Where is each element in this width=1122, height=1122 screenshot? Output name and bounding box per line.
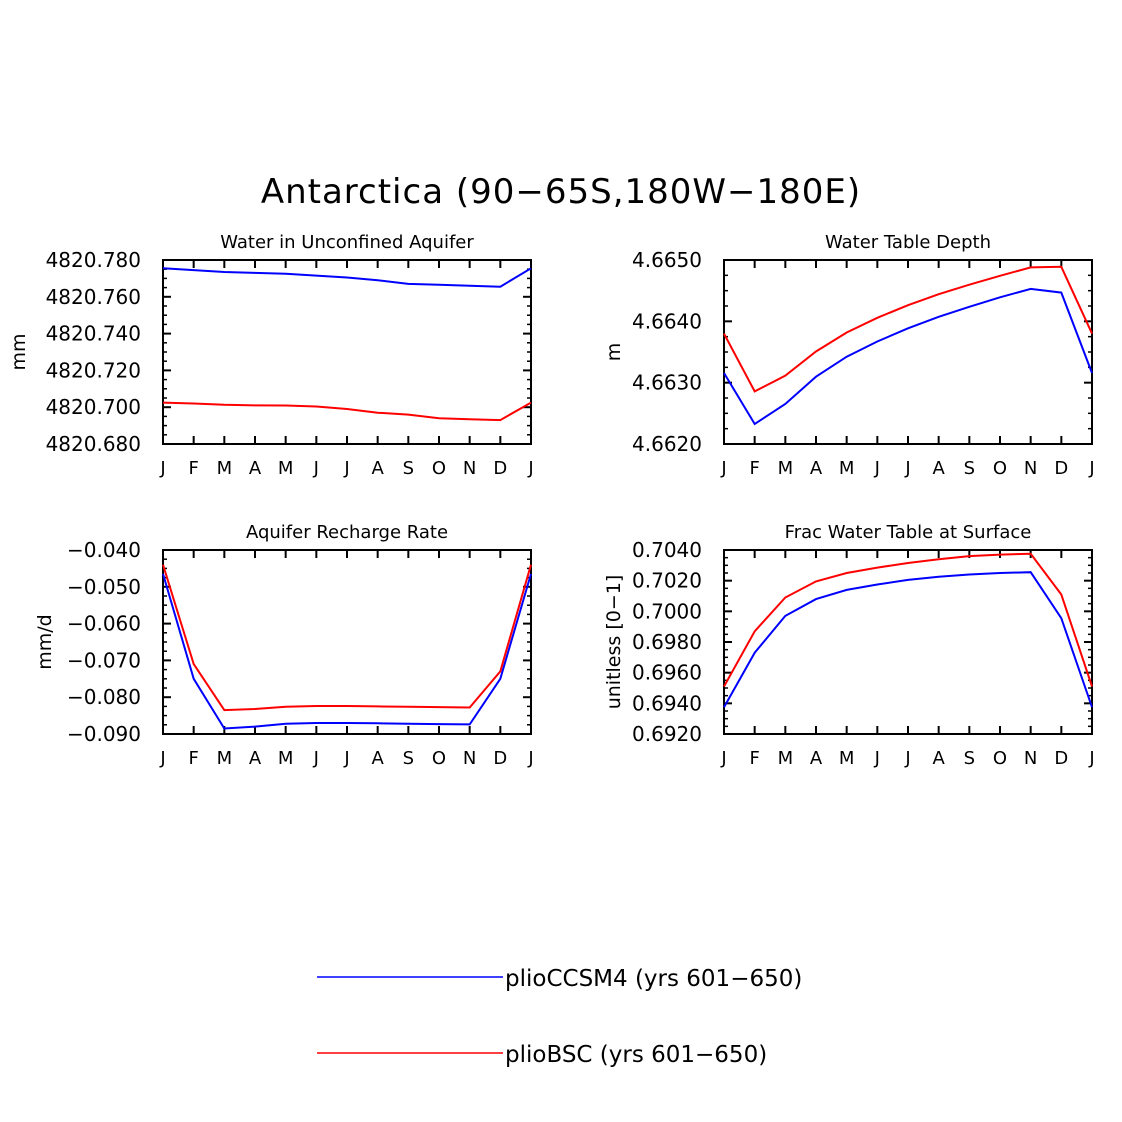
- y-tick-label: 4820.700: [46, 395, 141, 419]
- series-line-pliocsm4: [723, 287, 1093, 426]
- x-tick-label: M: [839, 458, 855, 479]
- x-tick-label: N: [1024, 458, 1037, 479]
- y-tick-label: 0.6960: [632, 661, 702, 685]
- x-tick-label: J: [904, 458, 910, 479]
- series-line-pliobsc: [723, 552, 1093, 687]
- x-tick-label: D: [1054, 748, 1068, 769]
- y-tick-label: 4.6630: [632, 371, 702, 395]
- plot-frame-1: [723, 259, 1093, 445]
- x-tick-label: J: [1088, 748, 1094, 769]
- y-tick-label: 4820.740: [46, 322, 141, 346]
- series-line-pliocsm4: [162, 267, 532, 288]
- y-axis-label: mm/d: [34, 614, 56, 669]
- x-tick-label: M: [278, 748, 294, 769]
- x-tick-label: A: [249, 748, 262, 769]
- x-tick-label: M: [278, 458, 294, 479]
- x-tick-label: O: [993, 748, 1007, 769]
- y-tick-label: 4820.680: [46, 432, 141, 456]
- x-tick-label: J: [313, 748, 319, 769]
- y-tick-label: −0.060: [67, 612, 141, 636]
- series-line-pliobsc: [162, 401, 532, 422]
- y-axis-label: m: [603, 343, 625, 362]
- x-tick-label: F: [188, 458, 198, 479]
- x-tick-label: O: [432, 748, 446, 769]
- y-tick-label: 0.7000: [632, 599, 702, 623]
- x-tick-label: J: [720, 458, 726, 479]
- y-tick-label: 4820.780: [46, 248, 141, 272]
- series-line-pliocsm4: [162, 573, 532, 730]
- series-line-pliobsc: [162, 564, 532, 712]
- subplot-title: Water Table Depth: [825, 232, 991, 253]
- x-tick-label: J: [874, 748, 880, 769]
- x-tick-label: A: [249, 458, 262, 479]
- x-tick-label: M: [839, 748, 855, 769]
- x-tick-label: J: [527, 748, 533, 769]
- plot-frame-0: [162, 259, 532, 445]
- y-axis-label: unitless [0−1]: [603, 575, 625, 710]
- y-axis-label: mm: [8, 333, 30, 370]
- x-tick-label: F: [749, 748, 759, 769]
- x-tick-label: D: [1054, 458, 1068, 479]
- x-tick-label: N: [463, 458, 476, 479]
- plot-frame-3: [723, 549, 1093, 735]
- x-tick-label: N: [463, 748, 476, 769]
- x-tick-label: F: [749, 458, 759, 479]
- legend-label-0: plioCCSM4 (yrs 601−650): [505, 966, 802, 992]
- x-tick-label: S: [403, 748, 414, 769]
- x-tick-label: M: [217, 458, 233, 479]
- x-tick-label: J: [343, 748, 349, 769]
- y-tick-label: −0.070: [67, 648, 141, 672]
- x-tick-label: J: [159, 458, 165, 479]
- y-tick-label: −0.050: [67, 575, 141, 599]
- legend-label-1: plioBSC (yrs 601−650): [505, 1042, 767, 1068]
- x-tick-label: J: [1088, 458, 1094, 479]
- figure-title: Antarctica (90−65S,180W−180E): [260, 172, 862, 212]
- x-tick-label: J: [874, 458, 880, 479]
- x-tick-label: A: [810, 748, 823, 769]
- subplot-title: Frac Water Table at Surface: [785, 522, 1032, 543]
- x-tick-label: J: [159, 748, 165, 769]
- x-tick-label: A: [372, 748, 385, 769]
- subplot-title: Water in Unconfined Aquifer: [220, 232, 474, 253]
- x-tick-label: J: [343, 458, 349, 479]
- x-tick-label: O: [432, 458, 446, 479]
- x-tick-label: S: [964, 748, 975, 769]
- x-tick-label: A: [933, 748, 946, 769]
- y-tick-label: 0.6920: [632, 722, 702, 746]
- y-tick-label: 4.6620: [632, 432, 702, 456]
- x-tick-label: A: [810, 458, 823, 479]
- y-tick-label: 0.7020: [632, 569, 702, 593]
- x-tick-label: J: [904, 748, 910, 769]
- series-line-pliobsc: [723, 265, 1093, 393]
- x-tick-label: M: [778, 458, 794, 479]
- x-tick-label: J: [527, 458, 533, 479]
- y-tick-label: −0.080: [67, 685, 141, 709]
- y-tick-label: 4820.760: [46, 285, 141, 309]
- x-tick-label: D: [493, 748, 507, 769]
- x-tick-label: M: [217, 748, 233, 769]
- series-line-pliocsm4: [723, 571, 1093, 708]
- x-tick-label: J: [313, 458, 319, 479]
- x-tick-label: M: [778, 748, 794, 769]
- x-tick-label: O: [993, 458, 1007, 479]
- y-tick-label: −0.040: [67, 538, 141, 562]
- x-tick-label: A: [372, 458, 385, 479]
- x-tick-label: D: [493, 458, 507, 479]
- x-tick-label: S: [964, 458, 975, 479]
- y-tick-label: 4.6640: [632, 309, 702, 333]
- y-tick-label: 4.6650: [632, 248, 702, 272]
- x-tick-label: J: [720, 748, 726, 769]
- y-tick-label: 0.7040: [632, 538, 702, 562]
- subplot-title: Aquifer Recharge Rate: [246, 522, 448, 543]
- y-tick-label: 0.6980: [632, 630, 702, 654]
- y-tick-label: 4820.720: [46, 358, 141, 382]
- x-tick-label: S: [403, 458, 414, 479]
- x-tick-label: A: [933, 458, 946, 479]
- x-tick-label: N: [1024, 748, 1037, 769]
- x-tick-label: F: [188, 748, 198, 769]
- y-tick-label: 0.6940: [632, 691, 702, 715]
- y-tick-label: −0.090: [67, 722, 141, 746]
